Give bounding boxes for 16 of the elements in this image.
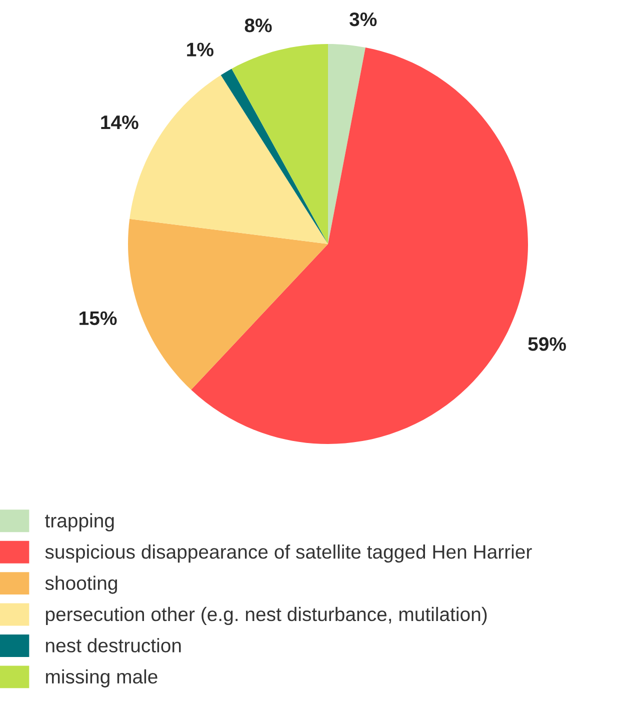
legend-label: shooting	[45, 576, 117, 594]
data-label: 59%	[528, 337, 566, 351]
data-label: 8%	[244, 18, 272, 32]
pie-slice	[220, 68, 328, 244]
pie-slice	[128, 218, 328, 390]
legend-label: nest destruction	[46, 638, 181, 652]
pie-slice	[232, 44, 328, 244]
legend-label: persecution other (e.g. nest disturbance, mutilation)	[46, 606, 487, 626]
data-label: 3%	[350, 12, 377, 26]
legend-label: trapping	[45, 513, 114, 532]
legend-label: suspicious disappearance of satellite tagged Hen Harrier	[45, 544, 532, 563]
pie-slice	[328, 44, 366, 244]
data-label: 15%	[80, 311, 117, 326]
data-label: 14%	[101, 115, 138, 130]
legend-label: missing male	[46, 669, 158, 688]
data-label: 1%	[187, 42, 214, 56]
